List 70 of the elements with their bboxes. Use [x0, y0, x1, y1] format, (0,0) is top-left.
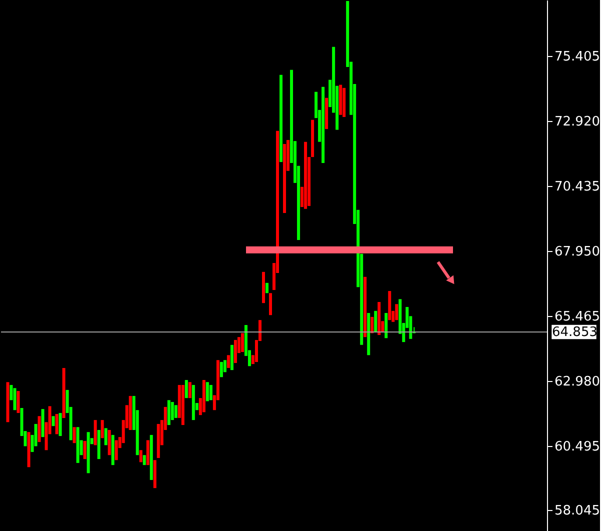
- y-tick-label: 62.980: [554, 374, 600, 390]
- candlestick: [202, 380, 206, 412]
- candlestick: [378, 302, 381, 335]
- ref-line-label: 64.853: [552, 325, 598, 340]
- candlestick: [311, 120, 314, 158]
- candlestick: [97, 430, 100, 460]
- candlestick: [167, 400, 170, 426]
- candlestick: [114, 440, 118, 460]
- candlestick: [128, 396, 132, 430]
- candlestick: [342, 88, 346, 117]
- candlestick: [230, 344, 234, 370]
- candlestick: [268, 293, 272, 316]
- candlestick: [16, 390, 20, 413]
- y-tick-label: 67.950: [554, 244, 600, 260]
- candlestick: [367, 313, 370, 356]
- candlestick: [83, 440, 86, 460]
- candlestick: [13, 388, 16, 410]
- candlestick: [153, 460, 156, 488]
- candlestick: [6, 382, 10, 422]
- candlestick: [234, 340, 237, 363]
- candlestick: [100, 420, 104, 438]
- candlestick: [206, 382, 209, 402]
- y-tick-label: 60.495: [554, 440, 600, 455]
- candlestick: [181, 384, 184, 426]
- y-tick-label: 58.045: [554, 504, 600, 519]
- candlestick: [283, 144, 286, 214]
- candlestick: [38, 416, 41, 442]
- candlestick: [184, 380, 188, 398]
- candlestick: [94, 420, 97, 446]
- candlestick: [265, 282, 268, 294]
- candlestick: [146, 440, 150, 466]
- candlestick: [192, 384, 195, 420]
- candlestick: [111, 434, 114, 466]
- candlestick: [325, 98, 328, 130]
- candlestick: [384, 313, 388, 338]
- candlestick: [262, 272, 265, 304]
- candlestick: [240, 333, 244, 352]
- candlestick: [55, 414, 58, 434]
- candlestick: [370, 316, 374, 334]
- candlestick: [188, 382, 192, 398]
- y-tick-label: 65.465: [554, 310, 600, 325]
- candlestick: [174, 405, 178, 418]
- candlestick: [76, 427, 80, 463]
- candlestick: [220, 362, 223, 378]
- candlestick: [226, 355, 230, 368]
- y-tick-label: 75.405: [554, 49, 600, 64]
- candlestick: [150, 434, 153, 480]
- candlestick: [388, 291, 392, 320]
- candlestick: [364, 276, 367, 338]
- candlestick: [395, 304, 398, 320]
- candlestick: [108, 430, 111, 456]
- candlestick: [339, 84, 342, 115]
- candlestick: [304, 142, 308, 209]
- candlestick: [27, 432, 30, 468]
- y-tick-label: 70.435: [554, 179, 600, 194]
- y-tick-label: 72.920: [554, 114, 600, 130]
- candlestick: [139, 450, 142, 462]
- candlestick: [86, 432, 90, 474]
- candlestick: [209, 384, 212, 400]
- candlestick: [322, 86, 325, 164]
- candlestick: [374, 310, 378, 332]
- candlestick: [142, 455, 146, 466]
- candlestick: [62, 368, 66, 418]
- candlestick: [104, 428, 108, 446]
- candlestick: [52, 416, 55, 426]
- candlestick: [41, 409, 44, 438]
- candlestick: [58, 412, 62, 436]
- candlestick: [280, 74, 283, 162]
- candlestick: [72, 427, 76, 444]
- candlestick: [156, 424, 160, 458]
